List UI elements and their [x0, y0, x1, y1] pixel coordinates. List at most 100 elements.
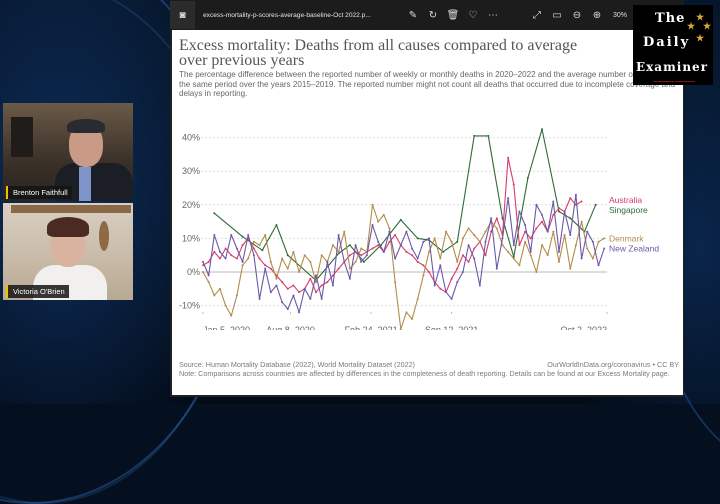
- data-point: [348, 244, 351, 247]
- data-point: [235, 247, 238, 250]
- data-point: [326, 281, 329, 284]
- data-point: [275, 277, 278, 280]
- data-point: [388, 227, 391, 230]
- data-point: [450, 240, 453, 243]
- data-point: [292, 294, 295, 297]
- y-tick-label: 40%: [182, 133, 200, 143]
- data-point: [569, 217, 572, 220]
- data-point: [298, 291, 301, 294]
- data-point: [518, 264, 521, 267]
- logo-line-3: Examiner: [636, 60, 709, 74]
- chart-title: Excess mortality: Deaths from all causes…: [179, 37, 578, 69]
- data-point: [574, 193, 577, 196]
- data-point: [507, 250, 510, 253]
- fullscreen-icon[interactable]: ⤢: [533, 9, 541, 21]
- window-background: [11, 117, 33, 157]
- data-point: [535, 203, 538, 206]
- data-point: [461, 271, 464, 273]
- daily-examiner-logo: The Daily Examiner ★ ★ ★ ★: [633, 5, 713, 85]
- y-tick-label: -10%: [179, 301, 200, 311]
- data-point: [337, 250, 340, 253]
- data-point: [337, 234, 340, 237]
- data-point: [348, 277, 351, 280]
- data-point: [524, 240, 527, 243]
- edit-image-icon[interactable]: ✎: [408, 9, 418, 21]
- data-point: [258, 244, 261, 247]
- data-point: [574, 244, 577, 247]
- data-point: [563, 210, 566, 213]
- data-point: [416, 257, 419, 260]
- data-point: [326, 260, 329, 263]
- logo-line-2: Daily: [643, 35, 691, 50]
- photos-viewer-window: ◙ excess-mortality-p-scores-average-base…: [170, 0, 684, 397]
- data-point: [382, 250, 385, 253]
- data-point: [213, 234, 216, 237]
- zoom-out-icon[interactable]: ⊖: [572, 9, 582, 21]
- video-tile-participant-2[interactable]: Victoria O'Brien: [3, 203, 133, 300]
- data-point: [495, 227, 498, 230]
- data-point: [580, 220, 583, 223]
- x-tick-label: Jan 5, 2020: [203, 325, 250, 330]
- data-point: [580, 200, 583, 203]
- data-point: [264, 267, 267, 270]
- data-point: [286, 254, 289, 257]
- video-tile-participant-1[interactable]: Brenton Faithfull: [3, 103, 133, 201]
- data-point: [557, 260, 560, 263]
- data-point: [394, 234, 397, 237]
- data-point: [580, 257, 583, 260]
- data-point: [241, 244, 244, 247]
- star-icon: ★: [696, 34, 705, 44]
- zoom-level[interactable]: 30%: [613, 11, 628, 19]
- data-point: [343, 260, 346, 263]
- zoom-in-icon[interactable]: ⊕: [592, 9, 602, 21]
- data-point: [439, 264, 442, 267]
- more-icon[interactable]: ⋯: [488, 9, 498, 21]
- data-point: [399, 328, 402, 330]
- data-point: [252, 254, 255, 257]
- data-point: [360, 254, 363, 257]
- data-point: [388, 240, 391, 243]
- data-point: [331, 284, 334, 287]
- data-point: [594, 203, 597, 206]
- data-point: [235, 294, 238, 297]
- data-point: [586, 247, 589, 250]
- data-point: [524, 230, 527, 233]
- fit-window-icon[interactable]: ▭: [552, 9, 562, 21]
- data-point: [269, 267, 272, 270]
- rotate-icon[interactable]: ↻: [428, 9, 438, 21]
- data-point: [507, 197, 510, 200]
- favorite-heart-icon[interactable]: ♡: [468, 9, 478, 21]
- data-point: [292, 284, 295, 287]
- data-point: [405, 250, 408, 253]
- data-point: [541, 244, 544, 247]
- data-point: [490, 217, 493, 220]
- data-point: [490, 230, 493, 233]
- data-point: [286, 307, 289, 310]
- y-tick-label: 20%: [182, 200, 200, 210]
- y-tick-label: 30%: [182, 166, 200, 176]
- data-point: [433, 237, 436, 240]
- data-point: [495, 267, 498, 270]
- data-point: [303, 287, 306, 290]
- data-point: [529, 250, 532, 253]
- data-point: [512, 183, 515, 186]
- data-point: [202, 271, 204, 273]
- data-point: [213, 250, 216, 253]
- data-point: [354, 260, 357, 263]
- x-tick-label: Oct 2, 2022: [560, 325, 607, 330]
- data-point: [535, 271, 538, 273]
- series-line-denmark: [202, 204, 605, 330]
- data-point: [422, 264, 425, 267]
- data-point: [207, 281, 210, 284]
- data-point: [603, 237, 606, 240]
- photos-app-icon[interactable]: ◙: [170, 1, 195, 29]
- data-point: [411, 247, 414, 250]
- delete-icon[interactable]: 🗑: [446, 9, 460, 21]
- data-point: [433, 284, 436, 287]
- data-point: [442, 250, 445, 253]
- x-tick-label: Aug 8, 2020: [266, 325, 315, 330]
- data-point: [444, 291, 447, 294]
- owid-credit[interactable]: OurWorldInData.org/coronavirus • CC BY: [547, 360, 679, 369]
- data-point: [512, 257, 515, 260]
- data-point: [275, 284, 278, 287]
